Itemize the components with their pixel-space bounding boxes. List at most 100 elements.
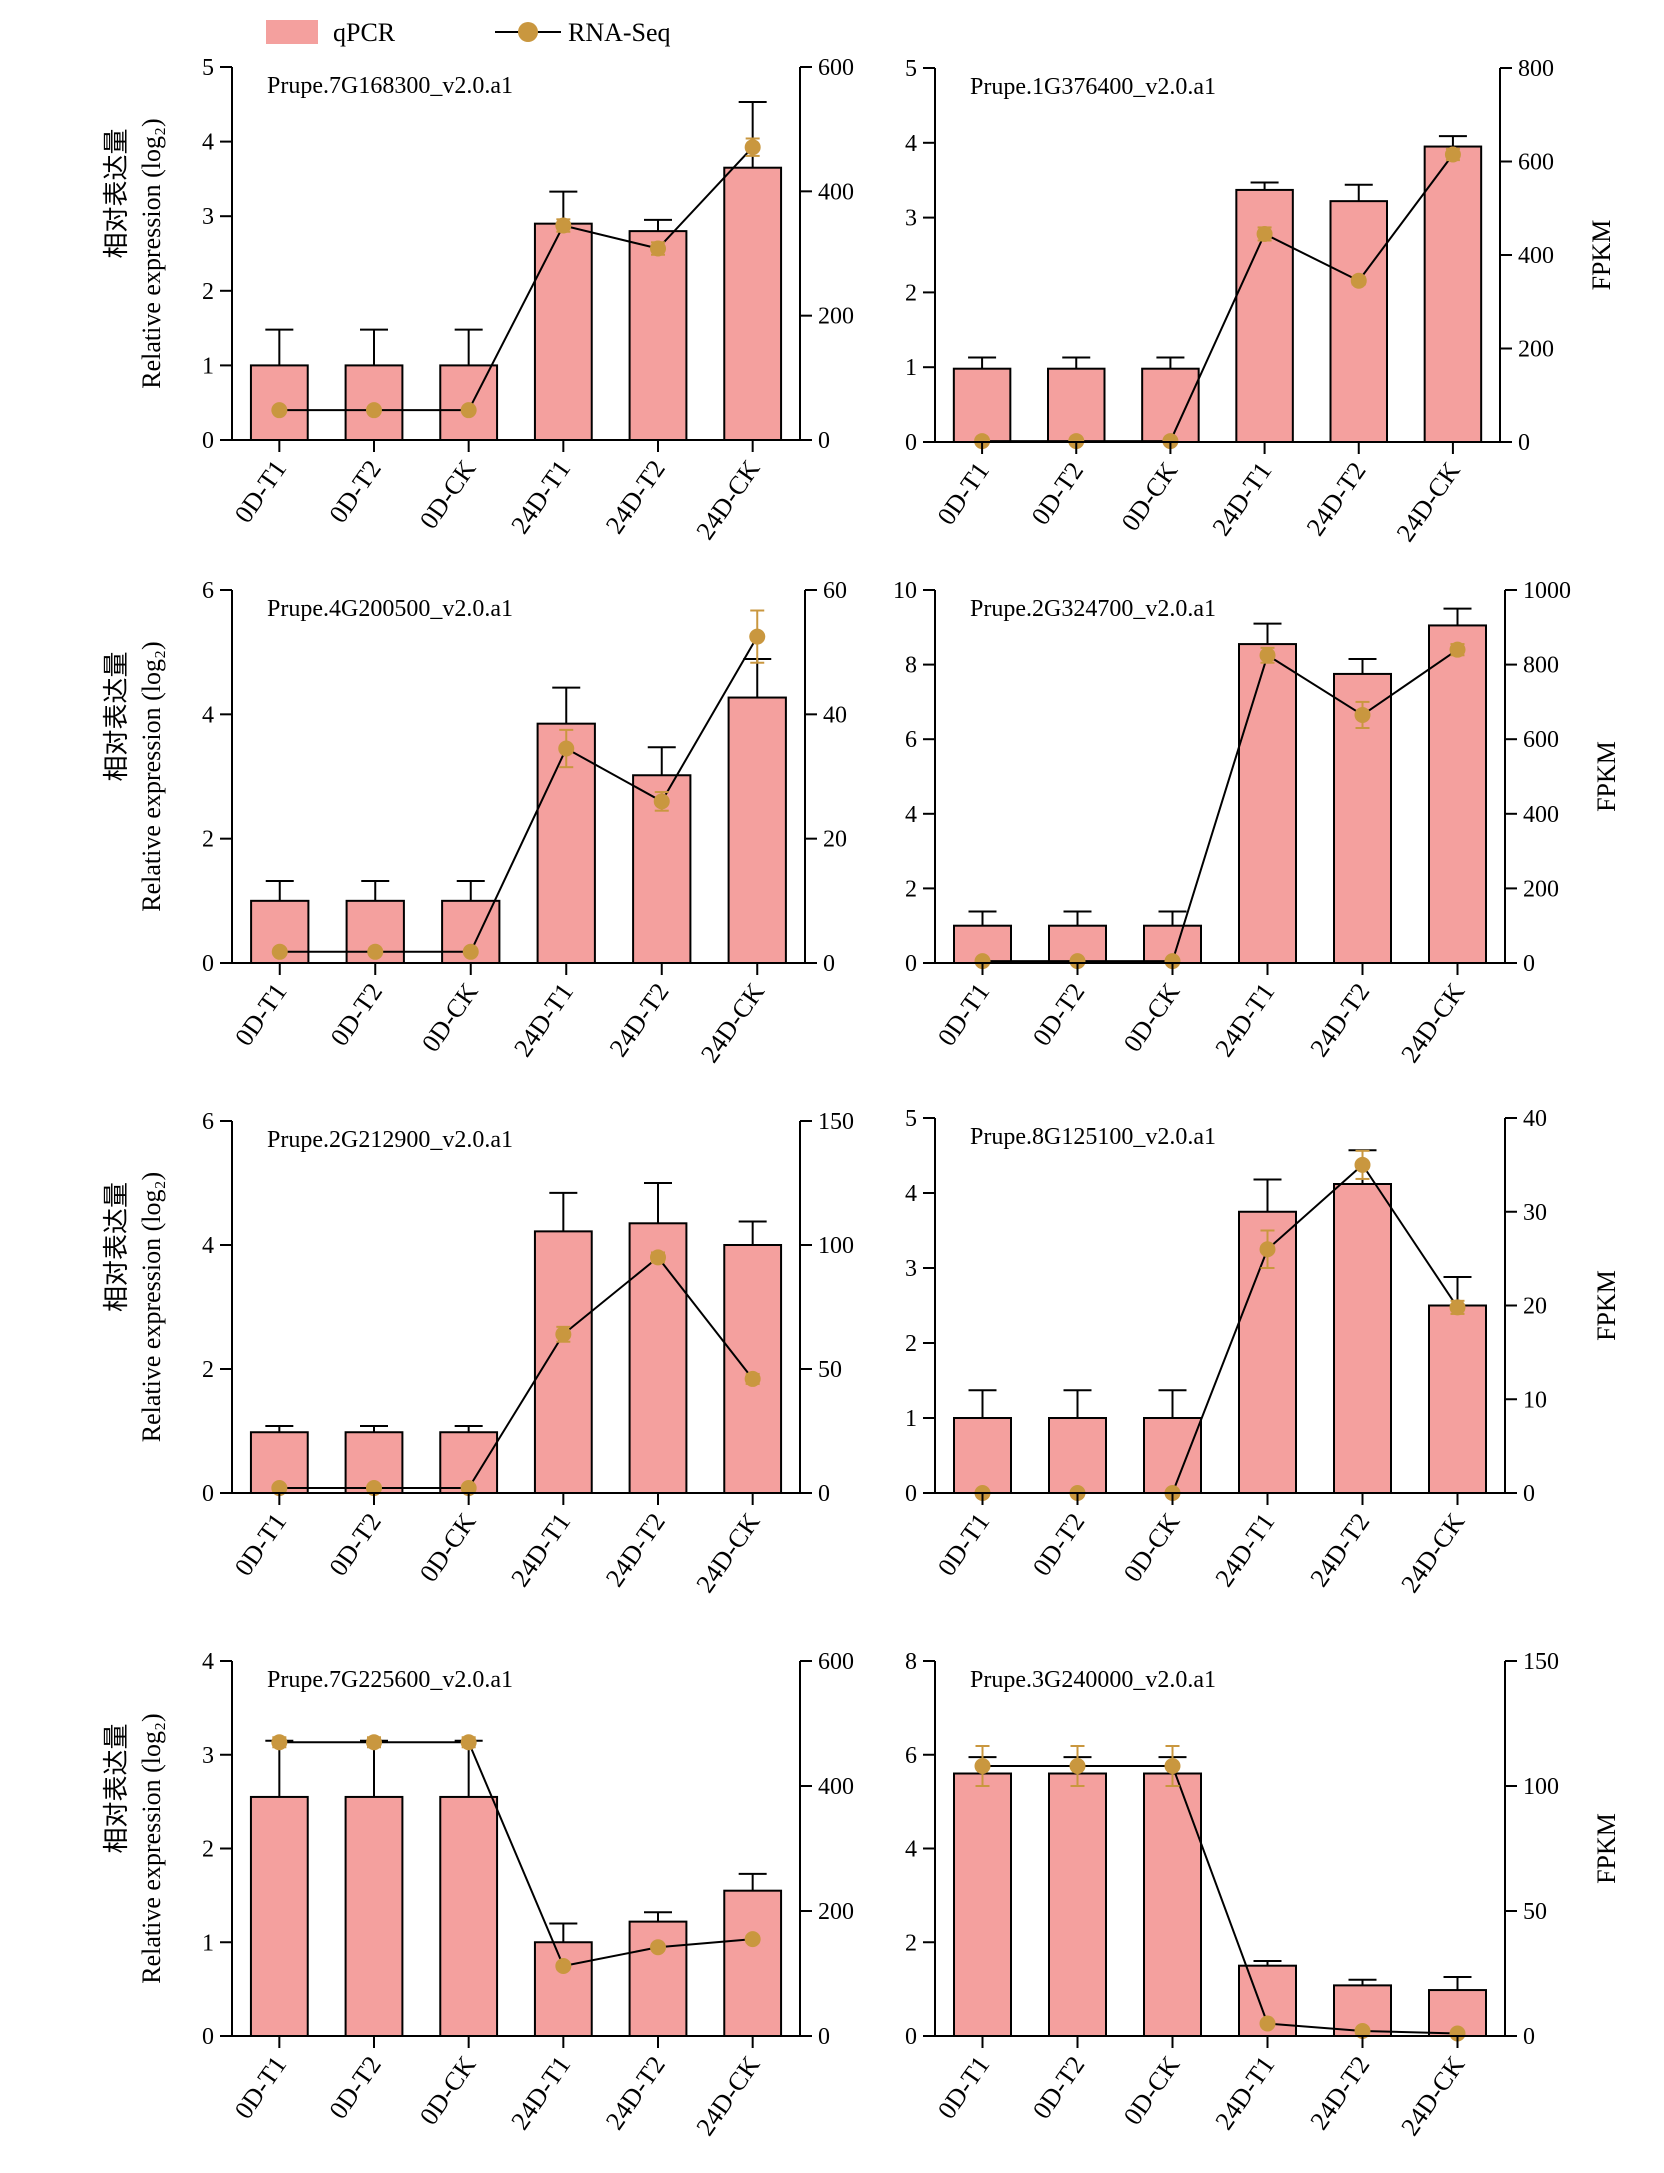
x-tick-label: 0D-T1 (229, 978, 293, 1051)
y-tick-label-left: 2 (905, 1331, 917, 1357)
bar (628, 1920, 688, 2037)
panel-title: Prupe.2G324700_v2.0.a1 (970, 596, 1216, 622)
y-tick-label-right: 400 (818, 1774, 854, 1800)
y-tick-label-left: 6 (202, 1109, 214, 1135)
bar (1423, 145, 1483, 443)
x-tick-label: 0D-CK (1118, 978, 1186, 1058)
rnaseq-line (279, 636, 759, 953)
y-tick-label-right: 0 (823, 951, 835, 977)
y-tick-label-left: 4 (202, 1649, 214, 1675)
y-tick-label-right: 40 (823, 702, 847, 728)
y-axis-title-cn: 相对表达量 (102, 1723, 131, 1853)
y-tick-label-left: 3 (905, 1256, 917, 1282)
y-axis-title-en: Relative expression (log₂) (137, 1172, 166, 1442)
x-tick-label: 24D-CK (1395, 2051, 1470, 2141)
x-tick-label: 24D-CK (690, 1508, 765, 1598)
y-tick-label-right: 100 (818, 1233, 854, 1259)
rnaseq-point (558, 740, 575, 757)
rnaseq-line (982, 648, 1459, 963)
y-tick-label-right: 200 (818, 304, 854, 330)
bar (1048, 1772, 1107, 2037)
y-axis-title-cn: 相对表达量 (102, 1182, 131, 1312)
chart-panel-8: 0 2 4 6 8 0 50 100 150 0D-T1 0D-T2 0D-CK 24D-T1 24D-T… (905, 1649, 1621, 2141)
bar (1333, 1183, 1392, 1494)
y-tick-label-right: 0 (818, 428, 830, 454)
x-tick-label: 0D-T2 (1027, 978, 1091, 1051)
x-tick-label: 24D-CK (690, 2051, 765, 2141)
chart-panel-4: 0 2 4 6 8 10 0 200 400 600 800 1000 0D-T1 0D-T2 0D-CK 2… (893, 578, 1621, 1068)
x-tick-label: 24D-T2 (600, 455, 671, 539)
y-tick-label-right: 400 (818, 179, 854, 205)
x-tick-label: 24D-T1 (508, 978, 579, 1062)
y-tick-label-left: 3 (202, 204, 214, 230)
y-axis-title-right: FPKM (1592, 1813, 1621, 1884)
y-axis-title-right: FPKM (1592, 741, 1621, 812)
x-tick-label: 24D-T1 (505, 455, 576, 539)
y-axis-title-right: FPKM (1592, 1270, 1621, 1341)
x-tick-label: 24D-T1 (1207, 457, 1278, 541)
y-tick-label-left: 4 (202, 702, 214, 728)
y-axis-title-en: Relative expression (log₂) (137, 1713, 166, 1983)
bar (723, 166, 783, 442)
chart-panel-5: 0 2 4 6 0 50 100 150 0D-T1 0D-T2 0D-CK 24D-T1 24D-T2… (102, 1109, 854, 1598)
y-tick-label-left: 5 (202, 55, 214, 81)
rnaseq-line (279, 146, 754, 412)
rnaseq-point (1449, 1299, 1466, 1316)
rnaseq-point (367, 943, 384, 960)
y-tick-label-left: 8 (905, 1649, 917, 1675)
y-tick-label-left: 10 (893, 578, 917, 604)
y-tick-label-right: 800 (1523, 653, 1559, 679)
bar (533, 1941, 593, 2037)
y-axis-title-cn: 相对表达量 (102, 128, 131, 258)
rnaseq-point (462, 943, 479, 960)
bar (1238, 643, 1297, 965)
rnaseq-point (366, 1734, 382, 1751)
rnaseq-point (1259, 1241, 1276, 1258)
y-axis-title-right: FPKM (1587, 220, 1616, 291)
bar (953, 1772, 1012, 2037)
x-tick-label: 0D-T2 (323, 2051, 387, 2124)
rnaseq-point (1350, 272, 1367, 289)
y-tick-label-right: 100 (1523, 1774, 1559, 1800)
y-tick-label-left: 3 (202, 1743, 214, 1769)
bar (533, 1230, 593, 1494)
bar (1047, 367, 1106, 444)
y-tick-label-left: 2 (905, 280, 917, 306)
bar (1428, 1304, 1487, 1494)
rnaseq-point (1256, 225, 1273, 242)
y-tick-label-left: 2 (202, 279, 214, 305)
y-tick-label-right: 0 (818, 2024, 830, 2050)
y-tick-label-right: 20 (1523, 1294, 1547, 1320)
y-axis-title-en: Relative expression (log₂) (137, 118, 166, 388)
rnaseq-point (1259, 2015, 1276, 2032)
y-tick-label-left: 4 (905, 1837, 917, 1863)
y-tick-label-left: 0 (905, 430, 917, 456)
legend: qPCR RNA-Seq (265, 14, 765, 54)
rnaseq-line (982, 1765, 1458, 2035)
y-tick-label-left: 6 (202, 578, 214, 604)
y-tick-label-right: 0 (818, 1481, 830, 1507)
y-tick-label-left: 1 (202, 1930, 214, 1956)
y-tick-label-right: 150 (1523, 1649, 1559, 1675)
bar (1238, 1210, 1297, 1494)
rnaseq-point (460, 402, 477, 419)
y-tick-label-left: 0 (202, 2024, 214, 2050)
rnaseq-point (366, 402, 382, 419)
y-tick-label-right: 0 (1523, 1481, 1535, 1507)
y-tick-label-right: 50 (1523, 1899, 1547, 1925)
y-tick-label-left: 4 (905, 131, 917, 157)
chart-panel-6: 0 1 2 3 4 5 0 10 20 30 40 0D-T1 0D-T2 0D-CK 24D-T1 24D-… (905, 1106, 1621, 1598)
x-tick-label: 0D-T2 (1027, 2051, 1091, 2124)
y-tick-label-left: 6 (905, 727, 917, 753)
x-tick-label: 0D-T1 (229, 455, 293, 528)
y-tick-label-right: 150 (818, 1109, 854, 1135)
legend-marker-swatch (518, 22, 538, 42)
rnaseq-point (1259, 647, 1276, 664)
x-tick-label: 0D-T2 (1026, 457, 1090, 530)
y-tick-label-left: 2 (202, 1357, 214, 1383)
y-tick-label-left: 0 (202, 1481, 214, 1507)
x-tick-label: 0D-CK (1116, 457, 1184, 537)
y-tick-label-right: 600 (818, 55, 854, 81)
y-tick-label-left: 2 (905, 876, 917, 902)
x-tick-label: 0D-T1 (932, 978, 996, 1051)
